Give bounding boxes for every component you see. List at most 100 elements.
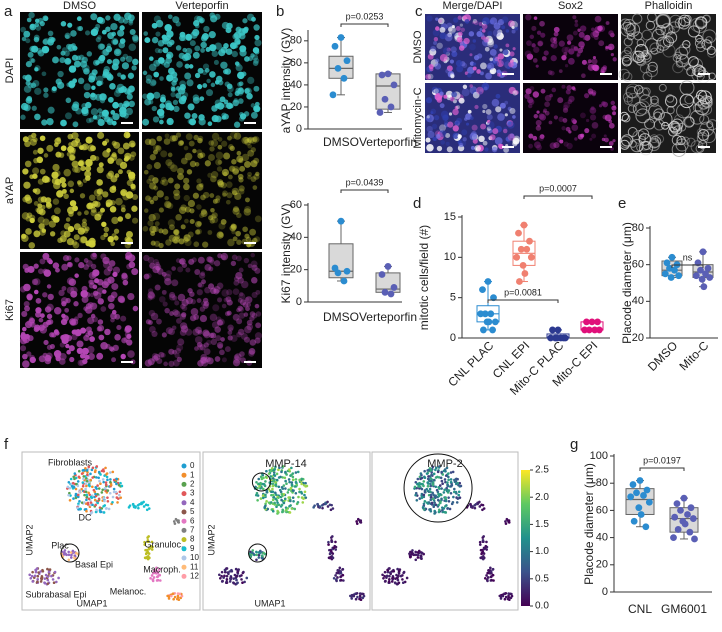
cell (550, 71, 555, 76)
umap-cell (218, 573, 221, 576)
cell (68, 142, 73, 147)
cell (173, 100, 178, 105)
cell (80, 226, 87, 233)
cell (480, 124, 486, 130)
umap-cell (91, 503, 94, 506)
umap-cell (292, 472, 295, 475)
legend-swatch (182, 574, 187, 579)
cell (95, 94, 102, 101)
panel-letter: b (276, 3, 284, 20)
umap-cell (280, 493, 283, 496)
cell (580, 134, 584, 138)
micrograph (142, 131, 262, 249)
umap-cell (447, 472, 450, 475)
umap-cell (157, 579, 160, 582)
cell (101, 222, 106, 227)
umap-cell (146, 550, 149, 553)
cell (95, 24, 100, 29)
cell (480, 71, 484, 75)
cell (507, 121, 514, 128)
cell (70, 200, 76, 206)
cell (170, 92, 175, 97)
p-value: ns (683, 252, 693, 262)
umap-cell (264, 494, 267, 497)
cell (591, 134, 596, 139)
umap-cell (105, 484, 108, 487)
umap-cell (480, 503, 483, 506)
umap-cell (444, 511, 447, 514)
cell (24, 104, 31, 111)
umap-cell (103, 474, 106, 477)
cell (50, 231, 55, 236)
umap-cell (176, 519, 179, 522)
data-point (526, 238, 533, 245)
cell (74, 257, 79, 262)
cell (71, 334, 77, 340)
cell (253, 136, 260, 143)
umap-cell (79, 508, 82, 511)
cell (232, 207, 239, 214)
cell (568, 58, 575, 65)
umap-cell (337, 569, 340, 572)
cell (33, 80, 40, 87)
cluster-label: Granuloc. (144, 539, 183, 549)
umap-cell (159, 579, 162, 582)
data-point (669, 254, 676, 261)
cell (102, 30, 107, 35)
umap-cell (232, 577, 235, 580)
cell (588, 88, 594, 94)
colorbar-tick-label: 0.0 (535, 601, 549, 612)
cell (252, 313, 258, 319)
cell (39, 209, 46, 216)
umap-cell (255, 558, 258, 561)
cell (73, 301, 78, 306)
cell (29, 215, 35, 221)
box (376, 74, 400, 109)
cell (157, 136, 163, 142)
umap-cell (179, 593, 182, 596)
cell (495, 106, 501, 112)
cell (197, 289, 203, 295)
umap-cell (101, 488, 104, 491)
data-point (581, 327, 588, 334)
cell (228, 144, 234, 150)
umap-cell (426, 481, 429, 484)
cell (459, 45, 465, 51)
data-point (547, 335, 554, 342)
cell (155, 284, 161, 290)
cell (65, 112, 72, 119)
cell (190, 219, 195, 224)
cell (482, 110, 485, 113)
umap-cell (338, 567, 341, 570)
umap-cell (326, 501, 329, 504)
cell (202, 242, 208, 248)
umap-cell (91, 476, 94, 479)
cell (198, 68, 204, 74)
umap-cell (117, 497, 120, 500)
cell (35, 307, 41, 313)
umap-cell (67, 551, 70, 554)
cell (86, 118, 91, 123)
cell (153, 72, 159, 78)
umap-cell (98, 487, 101, 490)
cell (120, 86, 127, 93)
p-value: p=0.0197 (643, 455, 681, 465)
umap-cell (95, 487, 98, 490)
umap-cell (330, 550, 333, 553)
cell (105, 344, 110, 349)
cell (208, 266, 213, 271)
cell (425, 116, 432, 123)
cell (447, 146, 453, 152)
umap-cell (420, 472, 423, 475)
cell (583, 36, 587, 40)
umap-cell (424, 491, 427, 494)
umap-cell (85, 485, 88, 488)
cell (542, 56, 547, 61)
umap-cell (89, 479, 92, 482)
cell (613, 57, 617, 61)
umap-cell (115, 483, 118, 486)
cell (215, 198, 220, 203)
cell (466, 123, 469, 126)
cell (561, 126, 565, 130)
cell (54, 138, 61, 145)
